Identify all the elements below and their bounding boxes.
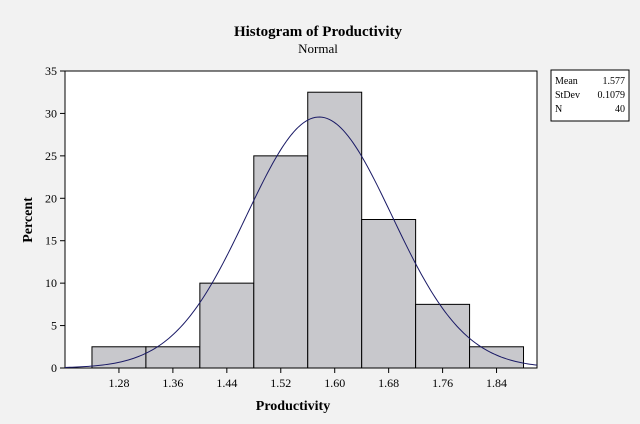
x-tick-label: 1.60 [324, 376, 345, 390]
x-tick-label: 1.52 [270, 376, 291, 390]
y-tick-label: 35 [45, 64, 57, 78]
x-tick-label: 1.36 [162, 376, 183, 390]
y-axis-title: Percent [21, 197, 36, 243]
legend-frame [550, 69, 630, 122]
legend-label: N [555, 104, 562, 115]
histogram-bar [469, 346, 525, 369]
y-tick-label: 15 [45, 234, 57, 248]
y-tick-label: 30 [45, 106, 57, 120]
bars-group [91, 91, 525, 369]
y-tick-label: 10 [45, 276, 57, 290]
x-tick-label: 1.76 [432, 376, 453, 390]
x-tick-label: 1.28 [108, 376, 129, 390]
histogram-bar [145, 346, 201, 369]
histogram-bar [199, 282, 255, 369]
chart-subtitle: Normal [298, 41, 338, 56]
legend-value: 1.577 [603, 76, 626, 87]
chart-title: Histogram of Productivity [234, 24, 403, 40]
legend-label: StDev [555, 90, 580, 101]
x-axis: 1.28 1.36 1.44 1.52 1.60 1.68 1.76 1.84 [108, 368, 507, 390]
histogram-bar [361, 219, 417, 369]
y-tick-label: 5 [51, 319, 57, 333]
y-tick-label: 0 [51, 361, 57, 375]
y-tick-label: 20 [45, 191, 57, 205]
legend-value: 0.1079 [598, 90, 626, 101]
stats-legend: Mean 1.577 StDev 0.1079 N 40 [550, 69, 630, 122]
legend-value: 40 [615, 104, 625, 115]
y-axis: 0 5 10 15 20 25 30 35 [45, 64, 65, 375]
y-tick-label: 25 [45, 149, 57, 163]
x-tick-label: 1.68 [378, 376, 399, 390]
x-tick-label: 1.44 [216, 376, 237, 390]
histogram-bar [307, 91, 363, 369]
histogram-bar [415, 303, 471, 369]
legend-label: Mean [555, 76, 578, 87]
normal-fit-curve [64, 116, 538, 368]
x-tick-label: 1.84 [486, 376, 507, 390]
histogram-bar [253, 155, 309, 369]
x-axis-title: Productivity [256, 399, 330, 414]
